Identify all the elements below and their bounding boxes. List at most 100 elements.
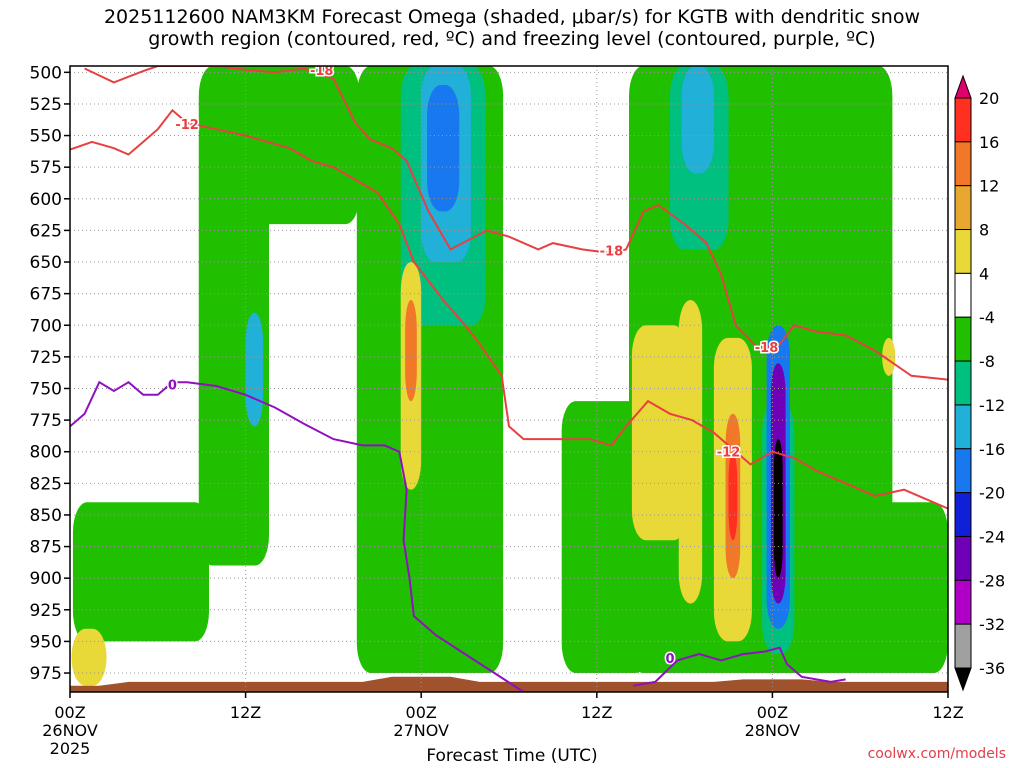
colorbar-label: 8 [979,221,989,240]
x-tick-label: 12Z [581,703,612,722]
y-tick-label: 650 [30,253,62,273]
x-axis-label: Forecast Time (UTC) [426,746,598,766]
contour-label-text: 0 [168,379,177,394]
omega-shading [70,66,948,692]
colorbar-label: -32 [979,615,1005,634]
y-tick-label: 775 [30,411,62,431]
contour-label: 0 [166,377,178,395]
contour-label-text: -12 [717,446,741,461]
y-tick-label: 800 [30,443,62,463]
colorbar-swatch [954,535,972,581]
y-tick-label: 750 [30,379,62,399]
y-tick-label: 625 [30,221,62,241]
contour-label: -12 [715,444,742,462]
x-tick-label: 12Z [932,703,963,722]
y-tick-label: 925 [30,601,62,621]
contour-label-text: -18 [755,341,779,356]
colorbar-label: -24 [979,528,1005,547]
y-tick-label: 550 [30,127,62,147]
omega-region [71,628,107,686]
chart-title-line-1: 2025112600 NAM3KM Forecast Omega (shaded… [103,6,921,28]
colorbar-swatch [954,316,972,362]
plot-frame [69,65,949,693]
y-tick-label: 950 [30,632,62,652]
x-tick-label: 00Z [54,703,85,722]
colorbar-swatch [954,492,972,537]
contour-label-text: -12 [175,118,199,133]
x-tick-date-label: 26NOV [42,721,98,740]
terrain-ground [70,676,948,692]
y-tick-label: 975 [30,664,62,684]
y-tick-label: 825 [30,474,62,494]
contour-label-text: -18 [600,245,624,260]
y-axis: 500 525 550 575 600 625 650 675 700 725 750 775 800 8… [30,63,70,684]
contour-label: -18 [598,243,625,261]
omega-region [773,439,783,579]
colorbar-swatch [954,272,972,318]
x-tick-label: 12Z [230,703,261,722]
omega-region [72,502,210,642]
colorbar: 20 16 12 8 4 -4 -8 -12 -16 -20 -24 -28 -32 -36 [954,74,1005,692]
colorbar-swatch [954,448,972,494]
chart-title-line-2: growth region (contoured, red, ºC) and f… [148,28,876,50]
contour-label: -18 [308,64,335,80]
y-tick-label: 725 [30,348,62,368]
y-tick-label: 500 [30,63,62,83]
y-tick-label: 850 [30,506,62,526]
omega-region [427,84,460,212]
omega-region [242,66,360,225]
colorbar-label: -36 [979,659,1005,678]
colorbar-label: 4 [979,264,989,283]
colorbar-swatch [954,360,972,406]
y-tick-label: 675 [30,285,62,305]
colorbar-label: -16 [979,440,1005,459]
contour-0b [633,646,846,687]
colorbar-swatch [954,185,972,231]
contour-label-text: -18 [310,64,334,79]
omega-region [852,502,948,674]
colorbar-swatch [954,579,972,625]
contour-label: -18 [753,339,780,357]
colorbar-label: -28 [979,571,1005,590]
colorbar-top-triangle [954,74,972,99]
colorbar-label: 16 [979,133,999,152]
omega-region [405,299,417,402]
omega-region [245,312,264,427]
omega-region [681,66,714,174]
colorbar-swatch [954,623,972,669]
omega-region [631,325,688,541]
colorbar-label: -8 [979,352,995,371]
colorbar-bottom-triangle [954,667,972,692]
x-tick-date-label: 28NOV [745,721,801,740]
x-tick-label: 00Z [406,703,437,722]
contour-minus-18 [84,66,948,381]
contour-label: -12 [174,117,201,135]
colorbar-label: 12 [979,177,999,196]
colorbar-label: -20 [979,484,1005,503]
y-tick-label: 900 [30,569,62,589]
site-credit: coolwx.com/models [867,746,1006,762]
colorbar-swatch [954,229,972,274]
y-tick-label: 700 [30,316,62,336]
contour-0 [70,380,525,692]
x-tick-date-label: 27NOV [393,721,449,740]
colorbar-label: -12 [979,396,1005,415]
colorbar-label: 20 [979,89,999,108]
contour-minus-12 [70,108,948,510]
colorbar-label: -4 [979,308,995,327]
omega-region [561,401,650,674]
omega-region [728,451,738,541]
omega-region [882,337,896,376]
colorbar-swatch [954,404,972,450]
colorbar-swatch [954,141,972,187]
y-tick-label: 600 [30,190,62,210]
x-tick-year-label: 2025 [50,739,91,758]
x-tick-label: 00Z [757,703,788,722]
y-tick-label: 875 [30,538,62,558]
colorbar-swatch [954,97,972,143]
y-tick-label: 575 [30,158,62,178]
y-tick-label: 525 [30,95,62,115]
